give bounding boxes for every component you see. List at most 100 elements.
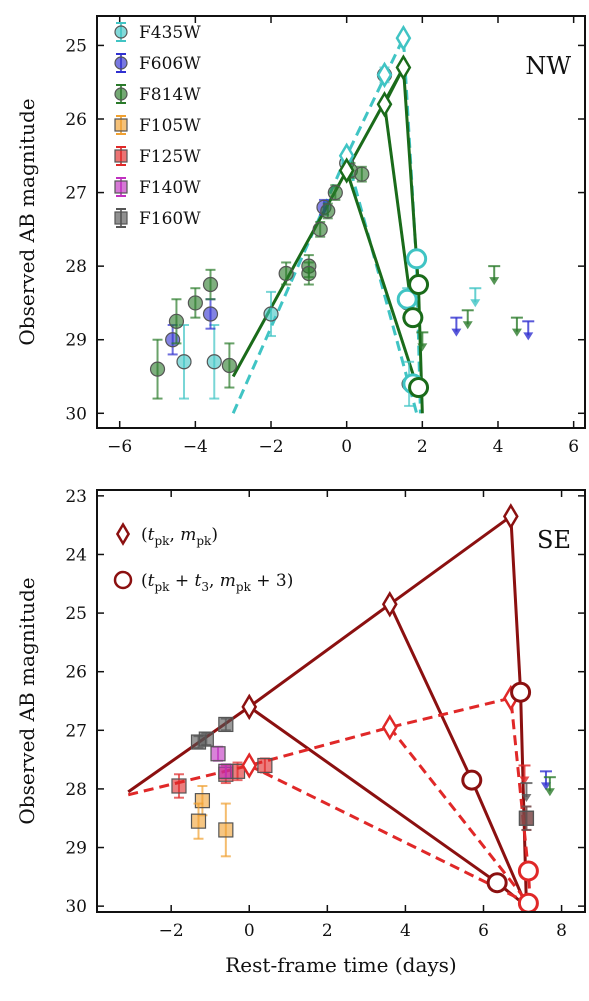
panel-0-point-F606W-1 — [202, 306, 219, 322]
panel-0-legend-marker-4 — [114, 149, 128, 163]
panel-0-limit-arrow-6 — [417, 343, 428, 352]
panel-0-ylabel: Observed AB magnitude — [15, 98, 39, 345]
panel-1-ytick-label-2: 25 — [65, 604, 87, 624]
panel-0-point-F814W-1 — [168, 313, 185, 329]
panel-0-t3-marker-1 — [396, 288, 418, 310]
panel-1-xtick-label-5: 8 — [556, 921, 567, 941]
panel-0-legend-label-1: F606W — [139, 54, 201, 74]
panel-1-peak-marker-2 — [241, 693, 258, 721]
panel-0-t3-marker-0 — [406, 248, 428, 270]
panel-1-xtick-label-4: 6 — [478, 921, 489, 941]
panel-0-xtick-label-6: 6 — [568, 437, 579, 457]
panel-0-xtick-label-2: −2 — [258, 437, 283, 457]
panel-0-point-F814W-10 — [312, 221, 328, 237]
panel-1-point-F125W-3 — [257, 757, 273, 774]
panel-1-ytick-label-6: 29 — [65, 839, 87, 859]
panel-0-peak-marker-3 — [395, 54, 412, 81]
panel-1-xlabel: Rest-frame time (days) — [225, 953, 456, 977]
panel-0-t3-marker-5 — [408, 377, 430, 399]
panel-1-xtick-label-2: 2 — [322, 921, 333, 941]
panel-0-model-line-1 — [345, 155, 419, 414]
panel-0-point-F814W-9 — [327, 184, 343, 201]
panel-0-peak-marker-5 — [338, 157, 355, 184]
panel-1-point-F105W-2 — [218, 822, 234, 838]
panel-0-frame — [96, 15, 586, 429]
panel-1-point-F160W-3 — [518, 810, 535, 826]
panel-0-t3-marker-4 — [402, 307, 424, 329]
panel-0-panel-label: NW — [525, 52, 571, 80]
panel-1-point-F140W-1 — [218, 763, 234, 779]
panel-0-point-F814W-4 — [221, 357, 238, 374]
panel-0-legend-label-2: F814W — [139, 85, 201, 105]
panel-0-model-line-3 — [345, 170, 420, 392]
panel-0-point-F435W-1 — [206, 354, 222, 370]
panel-1-xtick-label-3: 4 — [400, 921, 411, 941]
panel-0-xtick-label-3: 0 — [341, 437, 352, 457]
panel-0-legend-label-3: F105W — [139, 116, 201, 136]
panel-0-legend-label-6: F160W — [139, 209, 201, 229]
panel-0-point-F435W-0 — [176, 354, 192, 370]
panel-1-ytick-label-3: 26 — [65, 663, 87, 683]
panel-1-point-F140W-0 — [210, 746, 226, 762]
panel-1-t3-marker-3 — [517, 860, 539, 882]
panel-1-t3-marker-2 — [486, 872, 508, 894]
panel-0-ytick-label-3: 28 — [65, 257, 87, 277]
panel-0-point-F814W-0 — [149, 361, 166, 377]
panel-0-limit-arrow-5 — [523, 332, 534, 341]
panel-0-group: −6 −4 −2 0 2 4 6 25 26 27 28 29 30 Observed AB magnit… — [15, 15, 586, 457]
panel-1-point-F160W-1 — [198, 731, 214, 747]
panel-1-ytick-label-0: 23 — [65, 487, 87, 507]
panel-0-model-line-4 — [383, 104, 415, 318]
panel-1-point-F160W-2 — [218, 716, 234, 733]
panel-0-legend-marker-3 — [114, 118, 128, 132]
panel-0-xtick-label-1: −4 — [183, 437, 208, 457]
panel-0-point-F814W-7 — [301, 265, 317, 282]
panel-0-ytick-label-0: 25 — [65, 36, 87, 56]
panel-1-ytick-label-4: 27 — [65, 721, 87, 741]
panel-1-xtick-label-1: 0 — [244, 921, 255, 941]
panel-0-xtick-label-5: 4 — [493, 437, 504, 457]
panel-0-ytick-label-1: 26 — [65, 110, 87, 130]
panel-1-limit-arrow-3 — [521, 794, 532, 803]
panel-1-limit-arrow-0 — [519, 776, 530, 785]
panel-0-legend-label-5: F140W — [139, 178, 201, 198]
panel-0-limit-arrow-4 — [511, 328, 522, 337]
panel-0-point-F814W-2 — [187, 295, 203, 311]
panel-1-point-F105W-1 — [190, 813, 207, 829]
panel-0-plot-area — [149, 24, 535, 414]
panel-0-legend-marker-5 — [114, 180, 128, 194]
panel-0-limit-arrow-2 — [470, 299, 481, 308]
panel-0-point-F814W-12 — [354, 166, 370, 182]
panel-1-peak-marker-4 — [381, 714, 398, 741]
panel-1-legend: (tpk, mpk) (tpk + t3, mpk + 3) — [113, 522, 293, 594]
panel-1-plot-area — [127, 503, 556, 912]
panel-1-frame — [96, 489, 586, 913]
panel-0-limit-arrow-1 — [462, 321, 473, 330]
panel-0-peak-marker-1 — [376, 61, 393, 89]
panel-1-ytick-label-5: 28 — [65, 780, 87, 800]
panel-1-legend-marker-0 — [115, 522, 131, 546]
panel-1-legend-label-1: (tpk + t3, mpk + 3) — [141, 571, 293, 594]
panel-1-limit-arrow-2 — [544, 788, 555, 797]
panel-1-ytick-label-1: 24 — [65, 545, 87, 565]
panel-0-legend-label-4: F125W — [139, 147, 201, 167]
panel-1-peak-marker-1 — [381, 591, 398, 618]
panel-0-point-F606W-0 — [165, 332, 181, 348]
panel-0-peak-marker-4 — [376, 91, 393, 118]
panel-1-model-line-5 — [388, 726, 530, 905]
panel-0-point-F814W-8 — [320, 203, 336, 219]
panel-0-point-F814W-5 — [278, 265, 294, 282]
panel-1-limit-arrow-1 — [540, 782, 551, 791]
panel-1-xtick-label-0: −2 — [159, 921, 184, 941]
panel-0-peak-marker-0 — [395, 24, 412, 52]
panel-0-point-F814W-3 — [202, 276, 219, 293]
panel-0-legend-marker-1 — [114, 56, 128, 70]
panel-0-legend-marker-6 — [114, 211, 128, 225]
panel-1-t3-marker-4 — [517, 892, 539, 912]
panel-1-legend-label-0: (tpk, mpk) — [141, 525, 218, 548]
panel-1-t3-marker-1 — [461, 769, 483, 791]
panel-1-panel-label: SE — [537, 526, 571, 554]
panel-1-ytick-label-7: 30 — [65, 897, 87, 917]
